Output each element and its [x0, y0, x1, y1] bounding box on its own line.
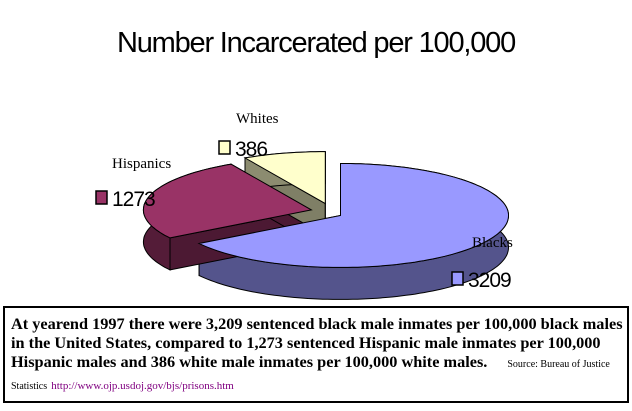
slice-name: Whites [236, 111, 279, 127]
label-swatch [95, 190, 108, 205]
slice-name: Blacks [472, 235, 513, 251]
caption: At yearend 1997 there were 3,209 sentenc… [11, 314, 623, 371]
slice [197, 163, 509, 268]
value-label: 1273 [112, 188, 155, 211]
label-swatch [451, 271, 464, 286]
slice-name: Hispanics [112, 156, 171, 172]
value-label: 3209 [468, 269, 511, 292]
label-swatch [218, 140, 231, 155]
source: Source: Bureau of Justice Statistics [11, 359, 610, 392]
chart-title: Number Incarcerated per 100,000 [117, 27, 515, 59]
slice [142, 163, 313, 239]
caption-box: At yearend 1997 there were 3,209 sentenc… [3, 306, 629, 403]
source-url: http://www.ojp.usdoj.gov/bjs/prisons.htm [51, 380, 234, 392]
chart: Number Incarcerated per 100,000 Blacks 32… [95, 27, 516, 300]
value-label: 386 [235, 138, 267, 161]
slice [243, 151, 326, 205]
